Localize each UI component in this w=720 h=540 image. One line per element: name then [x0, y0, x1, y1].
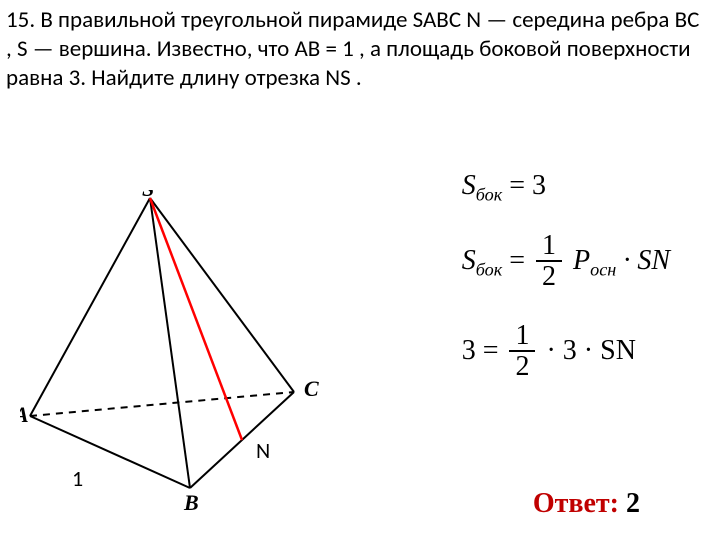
vertex-c-label: C: [304, 376, 319, 401]
formula-2: Sбок = 12 Pосн · SN: [462, 232, 670, 293]
answer: Ответ: 2: [533, 488, 640, 520]
point-n-label: N: [256, 437, 270, 464]
answer-value: 2: [619, 488, 640, 519]
edge-ac: [30, 392, 294, 416]
edge-sc: [150, 198, 294, 392]
edge-length-1: 1: [72, 465, 83, 492]
edge-sb: [150, 198, 190, 488]
answer-label: Ответ:: [533, 488, 619, 519]
vertex-s-label: S: [142, 190, 154, 201]
problem-text: 15. В правильной треугольной пирамиде SA…: [6, 6, 710, 92]
vertex-a-label: A: [20, 402, 29, 427]
edge-sa: [30, 198, 150, 416]
edge-ab: [30, 416, 190, 488]
formula-1: Sбок = 3: [462, 170, 670, 206]
formula-3: 3 = 12 · 3 · SN: [462, 322, 670, 383]
formula-block: Sбок = 3 Sбок = 12 Pосн · SN 3 = 12 · 3 …: [462, 170, 670, 401]
pyramid-diagram: A B C S N 1: [20, 190, 350, 515]
vertex-b-label: B: [183, 490, 199, 510]
